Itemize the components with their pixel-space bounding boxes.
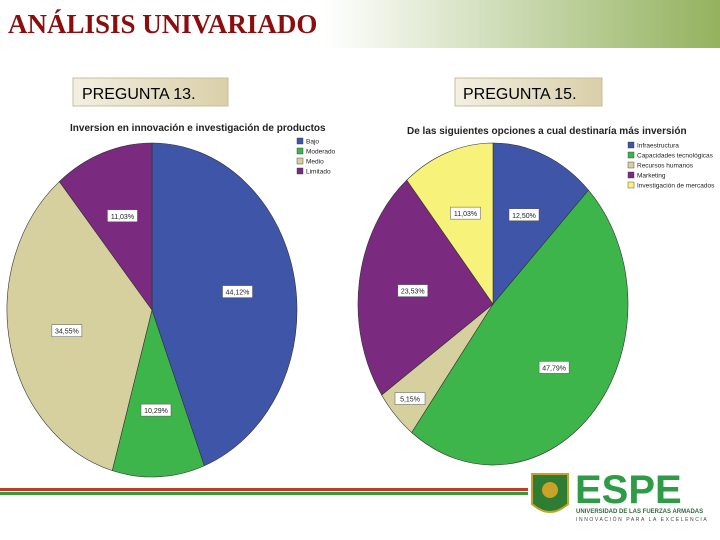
data-label-box — [397, 284, 429, 297]
legend-swatch — [627, 161, 635, 169]
data-label-box — [107, 209, 138, 223]
legend-label: Recursos humanos — [637, 163, 694, 170]
data-label: 44,12% — [226, 290, 250, 297]
legend-label: Limitado — [306, 169, 331, 176]
data-label-box — [450, 206, 481, 220]
chart-title: De las siguientes opciones a cual destin… — [407, 126, 687, 137]
data-label-box — [508, 208, 540, 222]
legend-swatch — [296, 157, 304, 165]
legend-swatch — [627, 181, 635, 189]
pie-slice — [492, 142, 589, 305]
data-label: 10,29% — [144, 408, 168, 415]
legend-label: Moderado — [306, 149, 336, 156]
data-label: 11,03% — [454, 211, 477, 218]
legend-swatch — [296, 147, 304, 155]
data-label-box — [394, 392, 426, 405]
logo-name: ESPE — [575, 468, 682, 512]
data-label-box — [140, 403, 172, 417]
data-label-box — [222, 285, 253, 298]
data-label: 23,53% — [401, 289, 425, 296]
data-label: 12,50% — [512, 213, 536, 220]
data-label: 11,03% — [111, 214, 134, 221]
question-label: PREGUNTA 15. — [463, 86, 577, 103]
legend-label: Capacidades tecnológicas — [637, 153, 714, 160]
footer-line — [0, 488, 528, 491]
pie-slice — [58, 142, 153, 311]
footer-line — [0, 492, 528, 495]
pie-slice — [111, 308, 205, 478]
logo-motto: INNOVACIÓN PARA LA EXCELENCIA — [576, 516, 708, 523]
data-label-box — [51, 324, 83, 337]
legend-label: Medio — [306, 159, 324, 166]
data-label: 5,15% — [400, 397, 420, 404]
logo-subtitle: UNIVERSIDAD DE LAS FUERZAS ARMADAS — [576, 509, 703, 515]
chart-title: Inversion en innovación e investigación … — [70, 123, 326, 134]
legend-label: Bajo — [306, 139, 319, 146]
legend-label: Marketing — [637, 173, 666, 180]
legend-swatch — [296, 137, 304, 145]
legend-swatch — [627, 171, 635, 179]
pie-slice — [406, 142, 494, 305]
data-label: 47,79% — [542, 365, 566, 372]
header-band — [0, 0, 720, 48]
slide-title: ANÁLISIS UNIVARIADO — [8, 9, 317, 39]
pie-slice — [411, 189, 629, 466]
legend-label: Investigación de mercados — [637, 183, 715, 190]
data-label: 34,55% — [55, 329, 79, 336]
data-label-box — [538, 361, 570, 374]
question-box — [72, 77, 229, 107]
question-label: PREGUNTA 13. — [82, 86, 196, 103]
legend-swatch — [627, 151, 635, 159]
legend-label: Infraestructura — [637, 143, 679, 150]
legend-swatch — [627, 141, 635, 149]
logo: ESPE UNIVERSIDAD DE LAS FUERZAS ARMADAS … — [531, 468, 708, 523]
pie-slice — [151, 142, 298, 467]
legend-swatch — [296, 167, 304, 175]
logo-emblem — [542, 482, 558, 498]
question-box — [454, 77, 603, 107]
